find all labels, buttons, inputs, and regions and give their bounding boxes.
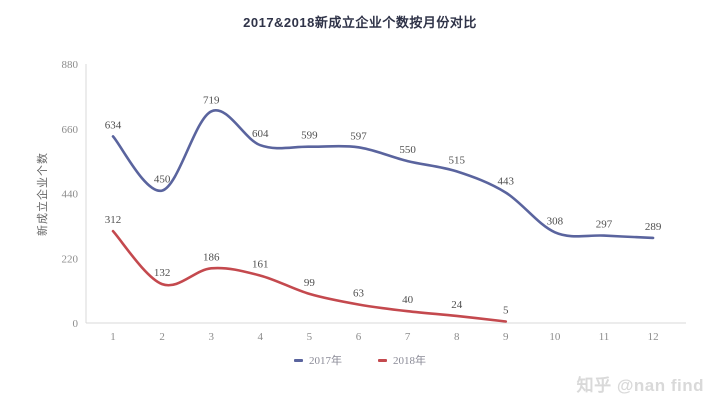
y-tick-label: 440 bbox=[62, 189, 79, 201]
legend-item-2018年[interactable]: 2018年 bbox=[378, 352, 426, 368]
x-tick-label: 9 bbox=[503, 331, 509, 343]
legend-label-2017年: 2017年 bbox=[309, 355, 342, 367]
x-tick-label: 8 bbox=[454, 331, 460, 343]
data-label-2018年-m7: 40 bbox=[402, 294, 414, 306]
data-label-2017年-m12: 289 bbox=[645, 221, 662, 233]
data-label-2018年-m6: 63 bbox=[353, 287, 365, 299]
y-axis-title: 新成立企业个数 bbox=[35, 152, 49, 236]
data-label-2017年-m6: 597 bbox=[350, 130, 367, 142]
x-tick-label: 5 bbox=[307, 331, 313, 343]
data-label-2017年-m7: 550 bbox=[399, 144, 416, 156]
y-tick-label: 220 bbox=[62, 253, 79, 265]
data-label-2018年-m9: 5 bbox=[503, 305, 509, 317]
legend-marker-2017年 bbox=[294, 358, 303, 362]
x-tick-label: 1 bbox=[110, 331, 116, 343]
legend-item-2017年[interactable]: 2017年 bbox=[294, 352, 342, 368]
x-tick-label: 3 bbox=[208, 331, 214, 343]
y-tick-label: 0 bbox=[73, 318, 79, 330]
y-tick-label: 880 bbox=[62, 59, 79, 71]
x-tick-label: 12 bbox=[648, 331, 659, 343]
data-label-2018年-m4: 161 bbox=[252, 259, 269, 271]
legend-marker-2018年 bbox=[378, 358, 387, 362]
data-label-2017年-m2: 450 bbox=[154, 174, 171, 186]
data-label-2017年-m8: 515 bbox=[448, 154, 465, 166]
data-label-2017年-m5: 599 bbox=[301, 130, 318, 142]
data-label-2017年-m10: 308 bbox=[547, 215, 564, 227]
data-label-2017年-m9: 443 bbox=[498, 176, 515, 188]
legend: 2017年 2018年 bbox=[0, 352, 720, 368]
data-label-2018年-m8: 24 bbox=[451, 299, 463, 311]
x-tick-label: 4 bbox=[258, 331, 264, 343]
data-label-2017年-m3: 719 bbox=[203, 94, 220, 106]
series-line-2018年 bbox=[111, 229, 508, 323]
y-tick-label: 660 bbox=[62, 124, 79, 136]
data-label-2017年-m1: 634 bbox=[105, 119, 122, 131]
data-label-2018年-m1: 312 bbox=[105, 214, 122, 226]
x-tick-label: 11 bbox=[599, 331, 610, 343]
x-tick-label: 6 bbox=[356, 331, 362, 343]
data-label-2018年-m5: 99 bbox=[304, 277, 316, 289]
x-tick-label: 10 bbox=[549, 331, 561, 343]
chart-title: 2017&2018新成立企业个数按月份对比 bbox=[243, 15, 477, 30]
data-label-2017年-m11: 297 bbox=[596, 219, 613, 231]
data-label-2018年-m2: 132 bbox=[154, 267, 171, 279]
data-label-2018年-m3: 186 bbox=[203, 251, 220, 263]
legend-label-2018年: 2018年 bbox=[393, 355, 426, 367]
watermark: 知乎 @nan find bbox=[576, 376, 704, 395]
data-label-2017年-m4: 604 bbox=[252, 128, 269, 140]
series-line-2017年 bbox=[111, 109, 655, 240]
x-tick-label: 7 bbox=[405, 331, 411, 343]
x-tick-label: 2 bbox=[159, 331, 165, 343]
